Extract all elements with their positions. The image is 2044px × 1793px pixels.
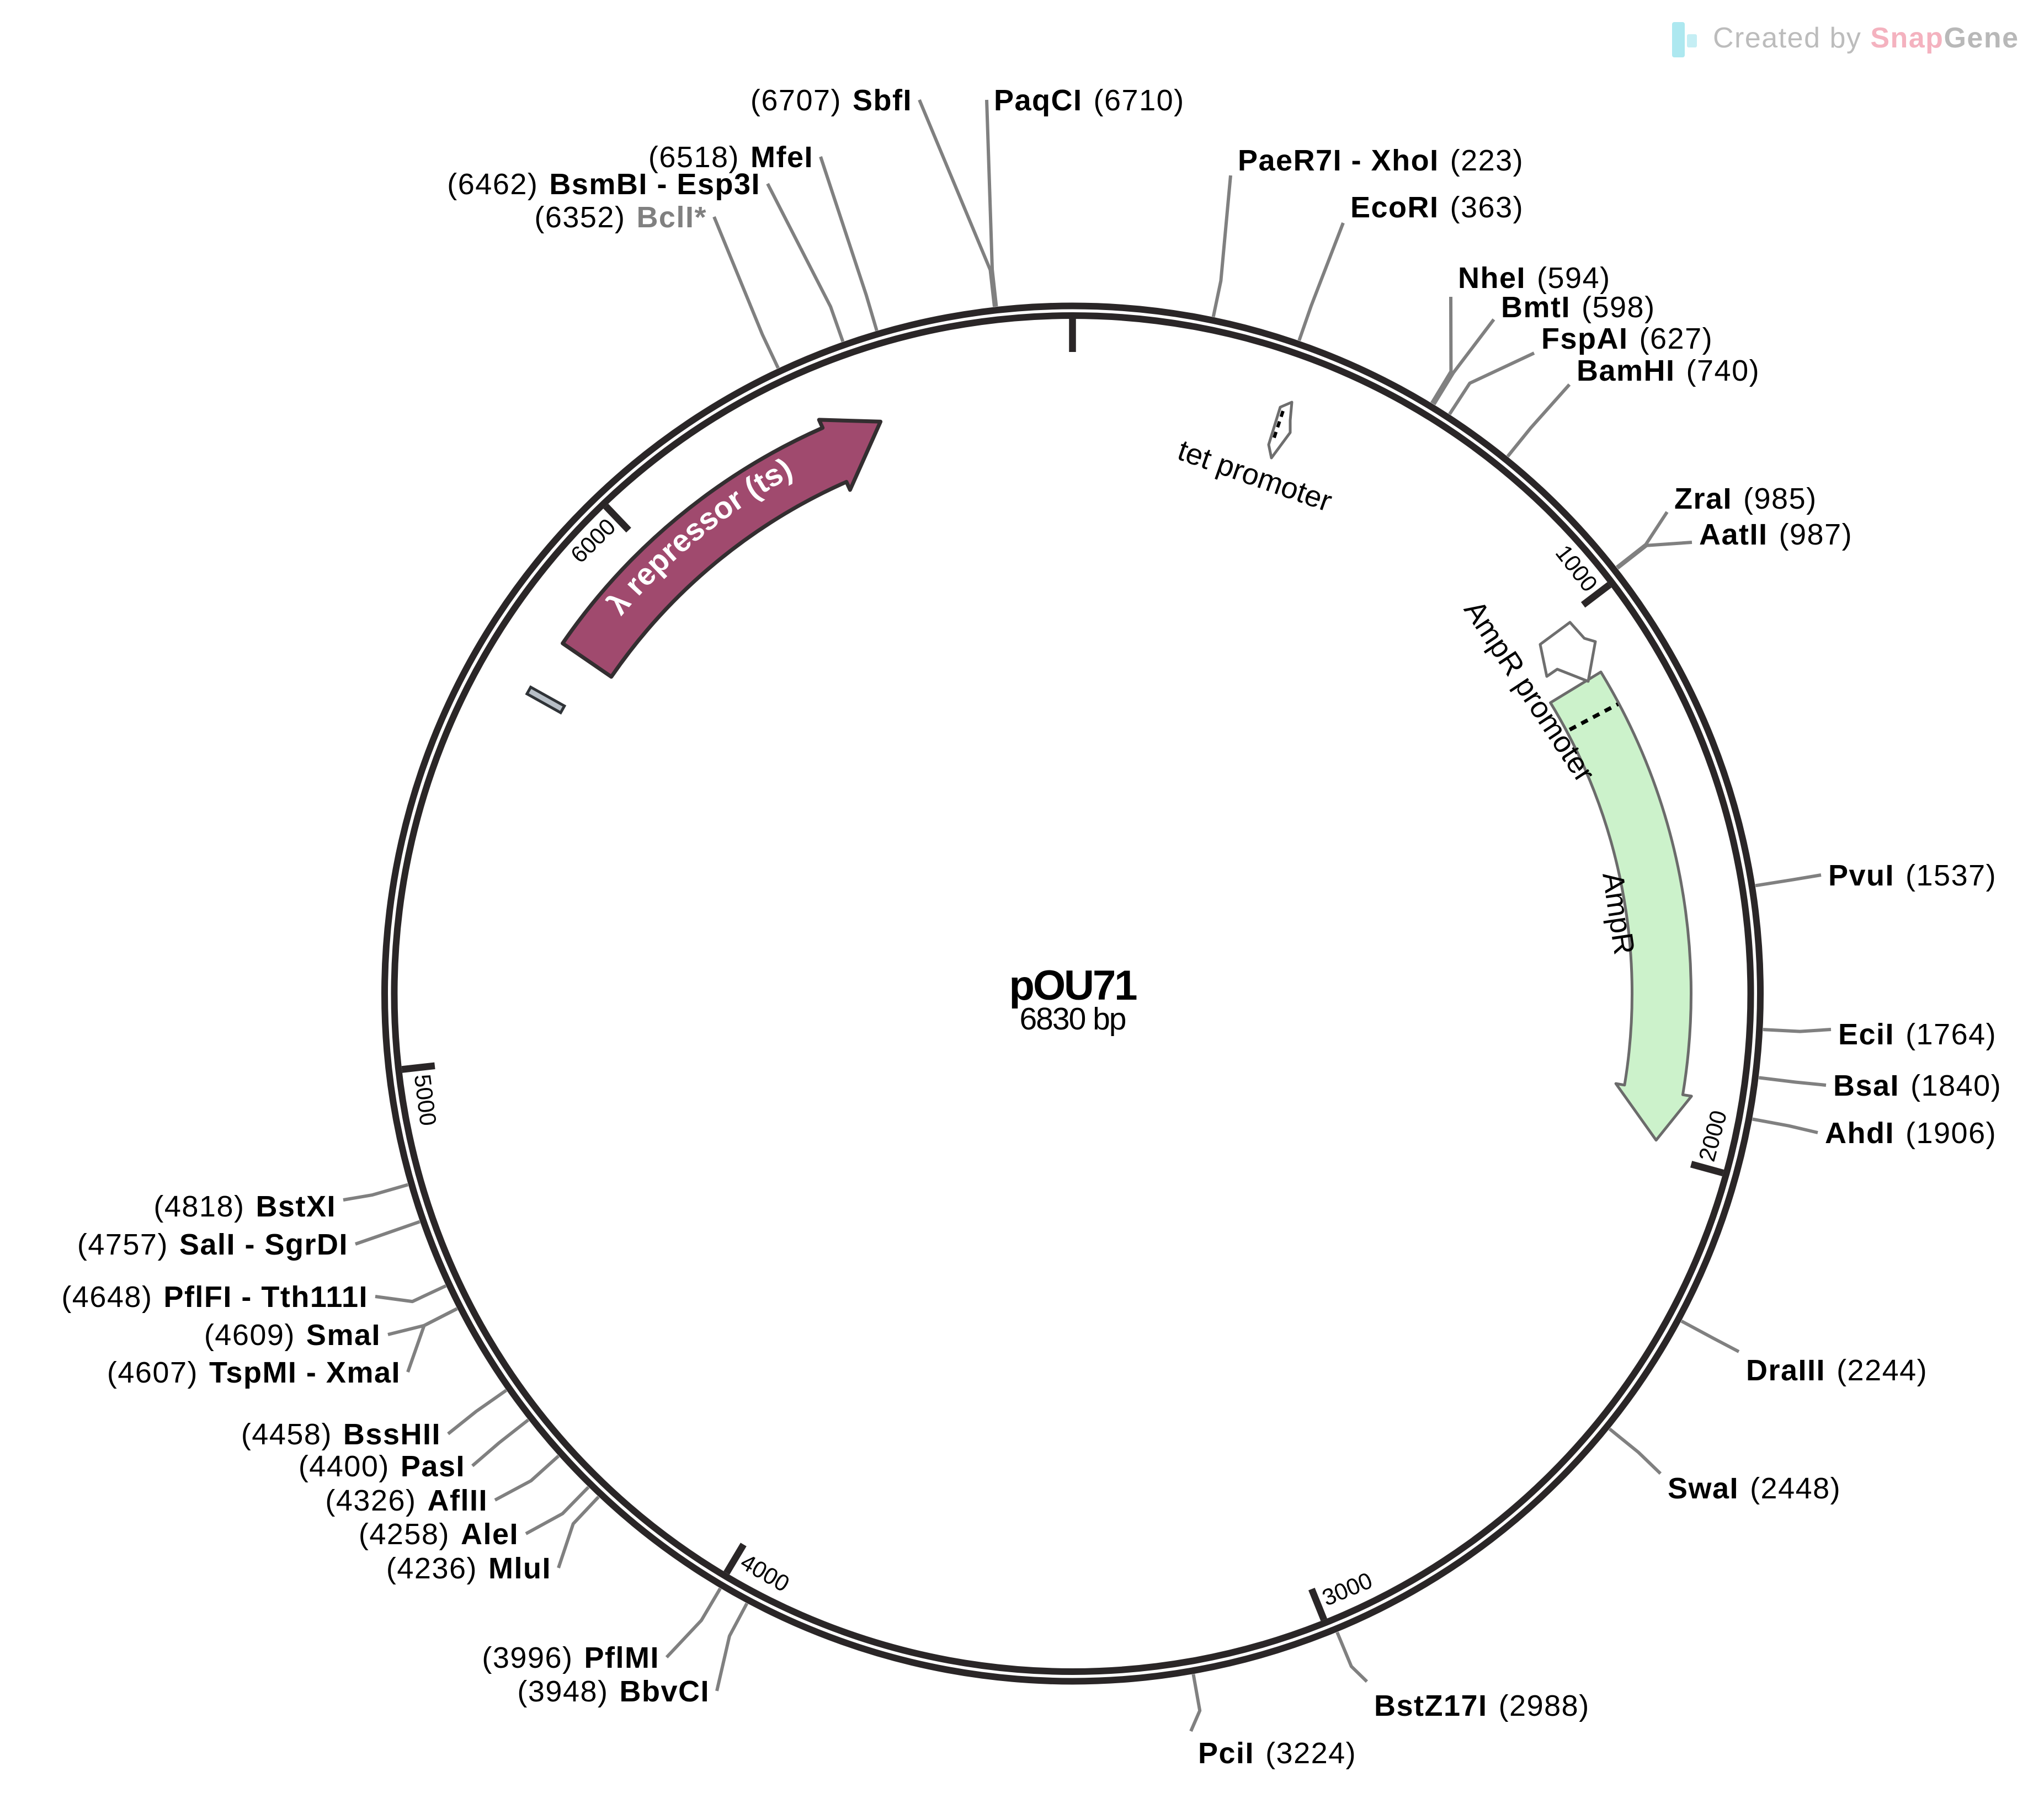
svg-text:(4609)SmaI: (4609) SmaI [204, 1319, 381, 1352]
svg-text:(3996)PflMI: (3996) PflMI [482, 1641, 659, 1674]
svg-text:(4648)PflFI - Tth111I: (4648) PflFI - Tth111I [61, 1280, 368, 1314]
svg-text:(4236)MluI: (4236) MluI [386, 1552, 551, 1585]
svg-text:(6707)SbfI: (6707) SbfI [750, 84, 912, 117]
svg-text:NheI(594): NheI (594) [1458, 262, 1611, 295]
svg-text:BamHI(740): BamHI (740) [1577, 354, 1760, 387]
svg-text:SwaI(2448): SwaI (2448) [1668, 1472, 1841, 1505]
svg-text:ZraI(985): ZraI (985) [1674, 482, 1817, 515]
svg-text:6830 bp: 6830 bp [1019, 1001, 1125, 1037]
svg-text:5000: 5000 [409, 1073, 441, 1128]
svg-text:(6518)MfeI: (6518) MfeI [648, 141, 813, 174]
svg-text:EcoRI(363): EcoRI (363) [1350, 191, 1524, 224]
svg-text:(4757)SalI - SgrDI: (4757) SalI - SgrDI [77, 1228, 348, 1261]
svg-text:DraIII(2244): DraIII (2244) [1746, 1354, 1928, 1387]
svg-text:BsaI(1840): BsaI (1840) [1833, 1069, 2002, 1102]
svg-text:(4400)PasI: (4400) PasI [299, 1450, 465, 1483]
svg-text:pOU71: pOU71 [1009, 962, 1137, 1009]
svg-text:AatII(987): AatII (987) [1699, 518, 1853, 551]
svg-text:BstZ17I(2988): BstZ17I (2988) [1374, 1689, 1590, 1722]
svg-text:FspAI(627): FspAI (627) [1541, 322, 1713, 355]
svg-text:PciI(3224): PciI (3224) [1198, 1737, 1356, 1770]
svg-text:EciI(1764): EciI (1764) [1838, 1018, 1997, 1051]
svg-text:(6462)BsmBI - Esp3I: (6462) BsmBI - Esp3I [447, 168, 760, 201]
svg-text:PaeR7I - XhoI(223): PaeR7I - XhoI (223) [1238, 144, 1524, 177]
svg-text:PaqCI(6710): PaqCI (6710) [994, 84, 1185, 117]
svg-text:(4258)AleI: (4258) AleI [359, 1518, 519, 1551]
svg-text:BmtI(598): BmtI (598) [1501, 291, 1656, 324]
svg-text:(4607)TspMI - XmaI: (4607) TspMI - XmaI [107, 1356, 401, 1389]
svg-text:(4326)AflII: (4326) AflII [325, 1484, 488, 1517]
svg-text:PvuI(1537): PvuI (1537) [1828, 859, 1997, 892]
svg-text:(4818)BstXI: (4818) BstXI [153, 1190, 336, 1223]
svg-text:Created by SnapGene: Created by SnapGene [1713, 22, 2019, 54]
svg-text:AhdI(1906): AhdI (1906) [1825, 1117, 1997, 1150]
svg-text:(6352)BclI*: (6352) BclI* [534, 201, 707, 234]
